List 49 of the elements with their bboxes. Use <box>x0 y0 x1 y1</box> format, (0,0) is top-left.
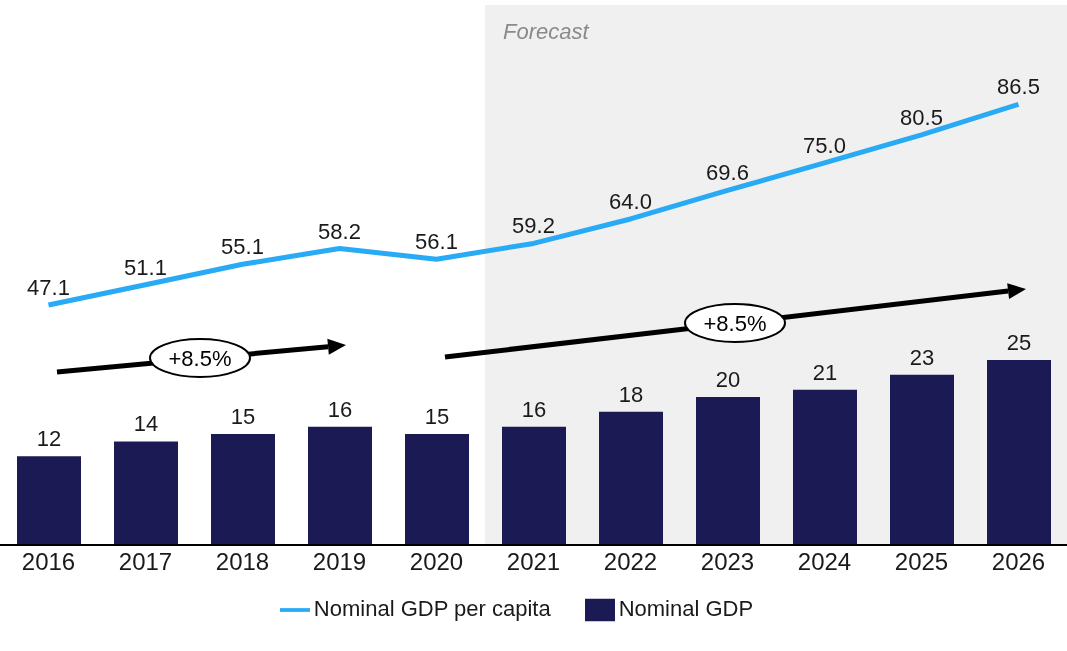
data-label: 56.1 <box>415 229 458 255</box>
data-label: 16 <box>327 396 353 422</box>
x-tick-label: 2022 <box>603 548 658 576</box>
legend-label: Nominal GDP per capita <box>313 595 551 621</box>
x-tick-label: 2021 <box>506 548 561 576</box>
bar <box>114 441 178 545</box>
bar <box>696 397 760 545</box>
x-tick-label: 2020 <box>409 548 464 576</box>
x-tick-label: 2018 <box>215 548 270 576</box>
data-label: 59.2 <box>512 213 555 239</box>
bar <box>211 434 275 545</box>
x-tick-label: 2016 <box>21 548 76 576</box>
data-label: 75.0 <box>803 132 846 158</box>
x-tick-label: 2017 <box>118 548 173 576</box>
data-label: 51.1 <box>124 254 167 280</box>
data-label: 47.1 <box>27 275 70 301</box>
data-label: 15 <box>230 404 256 430</box>
bar <box>793 389 857 545</box>
bar <box>308 426 372 545</box>
bar <box>599 411 663 545</box>
annotation: +8.5% <box>168 346 232 371</box>
data-label: 21 <box>812 359 838 385</box>
bar <box>987 360 1051 545</box>
data-label: 64.0 <box>609 188 652 214</box>
x-tick-label: 2023 <box>700 548 755 576</box>
x-tick-label: 2019 <box>312 548 367 576</box>
x-tick-label: 2025 <box>894 548 949 576</box>
data-label: 80.5 <box>900 104 943 130</box>
data-label: 12 <box>36 426 62 452</box>
data-label: 16 <box>521 396 547 422</box>
data-label: 55.1 <box>221 234 264 260</box>
data-label: 14 <box>133 411 159 437</box>
bar <box>502 426 566 545</box>
data-label: 25 <box>1006 330 1032 356</box>
data-label: 69.6 <box>706 160 749 186</box>
bar <box>17 456 81 545</box>
data-label: 58.2 <box>318 218 361 244</box>
x-tick-label: 2024 <box>797 548 852 576</box>
bar <box>405 434 469 545</box>
bar <box>890 374 954 545</box>
data-label: 23 <box>909 344 935 370</box>
legend-label: Nominal GDP <box>618 595 754 621</box>
data-label: 15 <box>424 404 450 430</box>
band-label: Forecast <box>503 18 590 44</box>
annotation: +8.5% <box>703 311 767 336</box>
data-label: 86.5 <box>997 74 1040 100</box>
data-label: 20 <box>715 367 741 393</box>
data-label: 18 <box>618 381 644 407</box>
x-tick-label: 2026 <box>991 548 1046 576</box>
